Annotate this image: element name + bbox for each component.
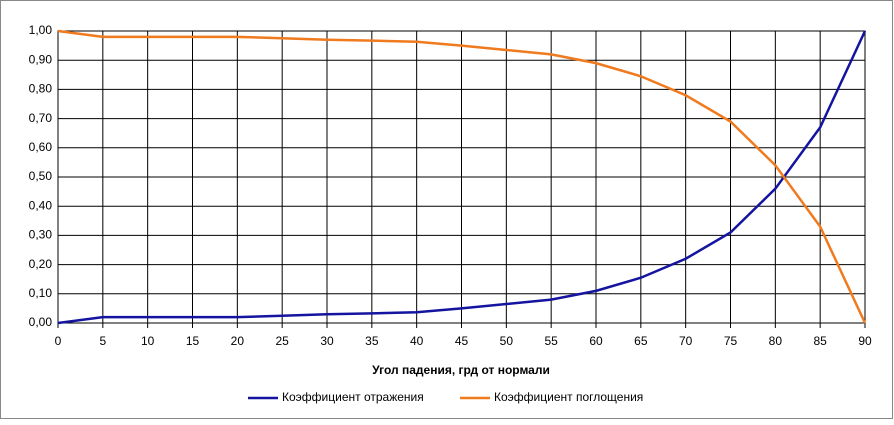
x-tick-label: 15 (186, 334, 200, 348)
x-tick-label: 0 (55, 334, 62, 348)
y-tick-label: 0,00 (29, 315, 53, 329)
y-tick-label: 0,80 (29, 82, 53, 96)
y-tick-label: 0,10 (29, 286, 53, 300)
x-tick-label: 45 (455, 334, 469, 348)
x-tick-label: 25 (275, 334, 289, 348)
x-tick-label: 60 (589, 334, 603, 348)
x-tick-label: 20 (231, 334, 245, 348)
y-tick-label: 0,40 (29, 198, 53, 212)
y-tick-label: 0,20 (29, 257, 53, 271)
x-tick-label: 90 (858, 334, 872, 348)
series-line (57, 30, 867, 325)
x-tick-label: 35 (365, 334, 379, 348)
series-line (57, 29, 867, 324)
x-tick-label: 40 (410, 334, 424, 348)
y-tick-label: 0,70 (29, 111, 53, 125)
y-tick-label: 0,90 (29, 52, 53, 66)
plot-border (57, 30, 866, 324)
y-tick-label: 0,30 (29, 228, 53, 242)
x-tick-label: 70 (679, 334, 693, 348)
x-tick-label: 85 (813, 334, 827, 348)
y-tick-label: 0,60 (29, 140, 53, 154)
x-tick-label: 65 (634, 334, 648, 348)
x-tick-label: 5 (99, 334, 106, 348)
x-tick-label: 55 (544, 334, 558, 348)
y-tick-label: 0,50 (29, 169, 53, 183)
x-tick-label: 80 (769, 334, 783, 348)
y-tick-label: 1,00 (29, 23, 53, 37)
x-tick-label: 30 (320, 334, 334, 348)
x-axis-label: Угол падения, грд от нормали (372, 363, 550, 377)
legend-label: Коэффициент поглощения (494, 390, 643, 404)
x-tick-label: 75 (724, 334, 738, 348)
legend-label: Коэффициент отражения (282, 390, 424, 404)
x-tick-label: 50 (500, 334, 514, 348)
x-tick-label: 10 (141, 334, 155, 348)
